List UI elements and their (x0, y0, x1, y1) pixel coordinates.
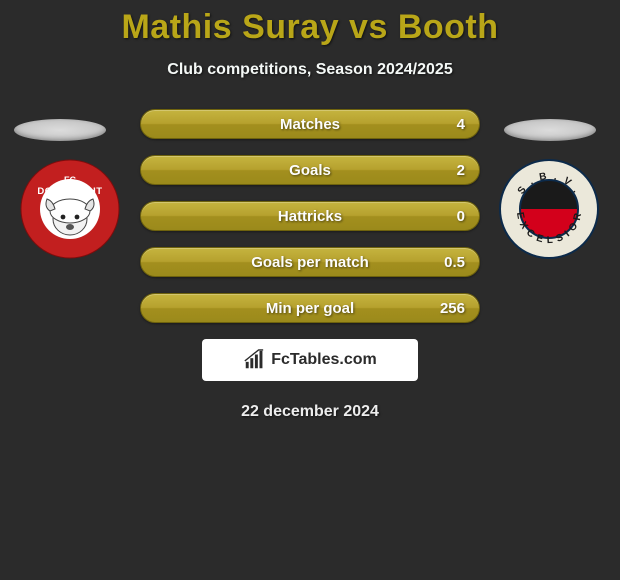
stat-label: Goals per match (251, 254, 369, 271)
svg-text:DORDRECHT: DORDRECHT (37, 186, 102, 197)
subtitle: Club competitions, Season 2024/2025 (0, 61, 620, 79)
stat-row: Min per goal 256 (140, 293, 480, 323)
stat-row: Matches 4 (140, 109, 480, 139)
platform-ellipse-right (504, 119, 596, 141)
platform-ellipse-left (14, 119, 106, 141)
stat-label: Min per goal (266, 300, 354, 317)
content-row: FC DORDRECHT S . B (0, 109, 620, 421)
comparison-card: Mathis Suray vs Booth Club competitions,… (0, 0, 620, 421)
stat-label: Matches (280, 116, 340, 133)
stat-value: 2 (457, 162, 465, 179)
stat-row: Goals per match 0.5 (140, 247, 480, 277)
stat-value: 0.5 (444, 254, 465, 271)
bar-chart-icon (243, 349, 265, 371)
date-label: 22 december 2024 (0, 403, 620, 421)
excelsior-badge: S . B . V . E X C E L S I O R (499, 159, 599, 259)
stat-row: Hattricks 0 (140, 201, 480, 231)
stat-value: 256 (440, 300, 465, 317)
stat-value: 4 (457, 116, 465, 133)
stats-list: Matches 4 Goals 2 Hattricks 0 Goals per … (140, 109, 480, 323)
brand-box[interactable]: FcTables.com (202, 339, 418, 381)
stat-label: Goals (289, 162, 331, 179)
stat-row: Goals 2 (140, 155, 480, 185)
svg-text:FC: FC (64, 175, 76, 185)
brand-label: FcTables.com (271, 351, 377, 369)
dordrecht-badge: FC DORDRECHT (20, 159, 120, 259)
stat-label: Hattricks (278, 208, 342, 225)
excelsior-badge-svg: S . B . V . E X C E L S I O R (499, 159, 599, 259)
page-title: Mathis Suray vs Booth (0, 8, 620, 47)
dordrecht-badge-svg: FC DORDRECHT (20, 159, 120, 259)
stat-value: 0 (457, 208, 465, 225)
